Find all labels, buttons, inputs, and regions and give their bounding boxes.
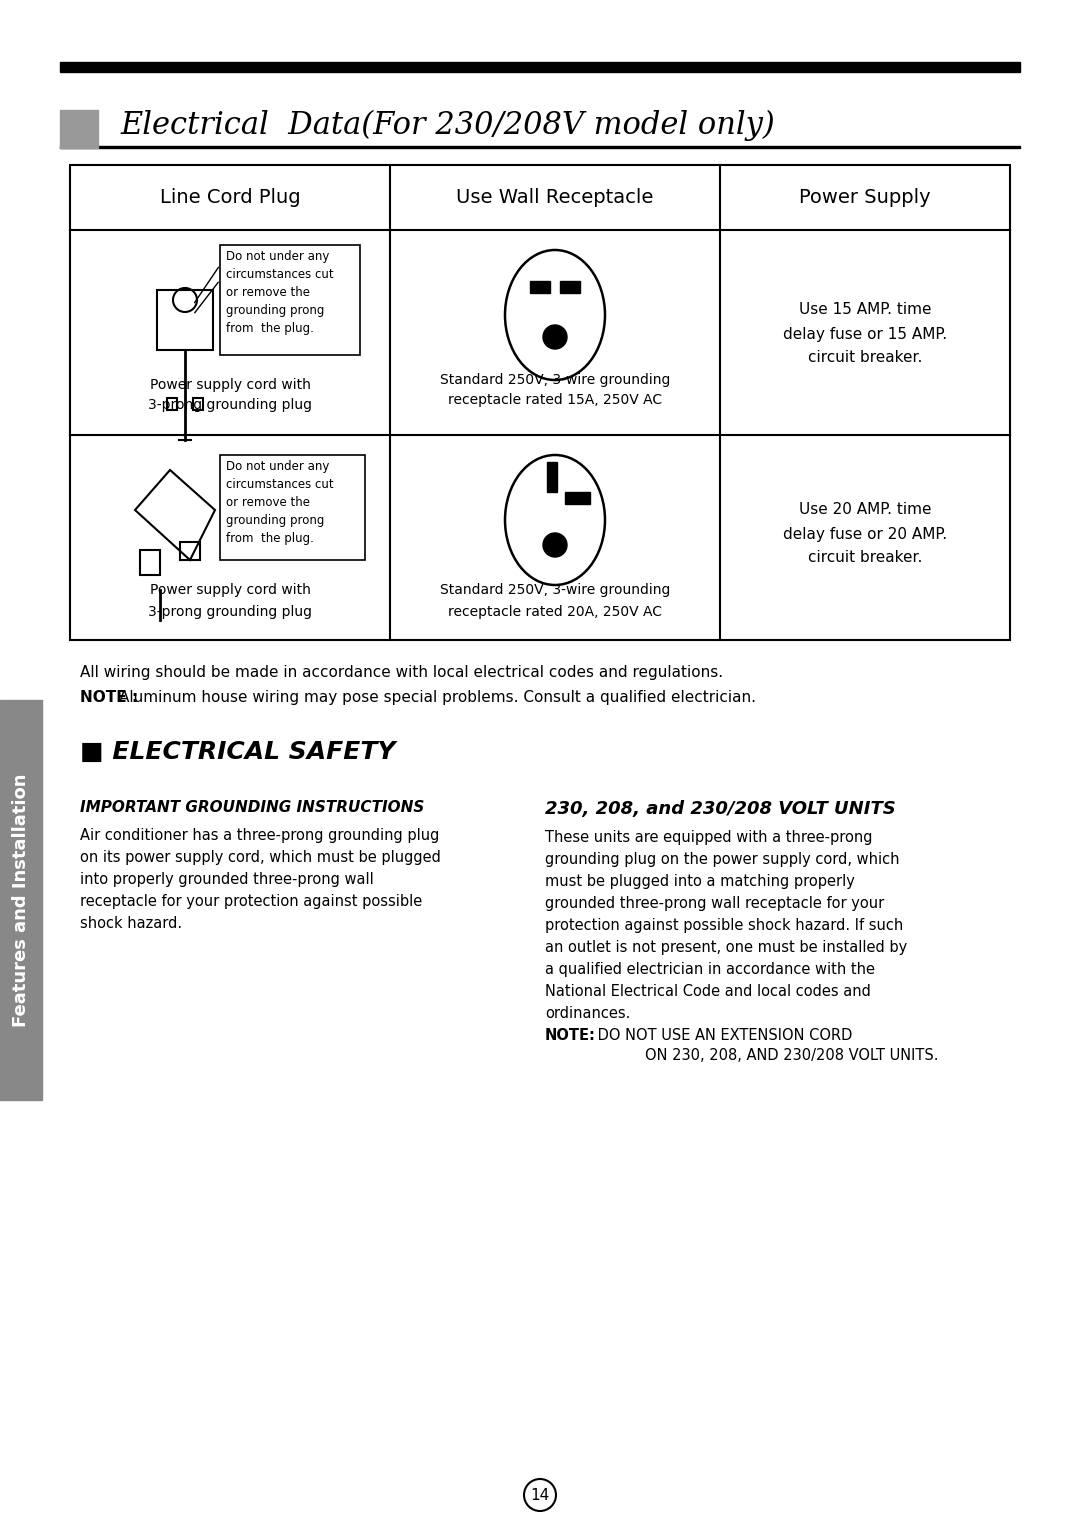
Text: 3-prong grounding plug: 3-prong grounding plug (148, 605, 312, 620)
Text: Do not under any
circumstances cut
or remove the
grounding prong
from  the plug.: Do not under any circumstances cut or re… (226, 251, 334, 336)
Text: delay fuse or 15 AMP.: delay fuse or 15 AMP. (783, 328, 947, 342)
Bar (546, 462, 557, 492)
Text: grounded three-prong wall receptacle for your: grounded three-prong wall receptacle for… (545, 896, 885, 911)
Bar (0, 700, 42, 1100)
Text: protection against possible shock hazard. If such: protection against possible shock hazard… (545, 917, 903, 933)
Text: grounding plug on the power supply cord, which: grounding plug on the power supply cord,… (545, 852, 900, 867)
Text: an outlet is not present, one must be installed by: an outlet is not present, one must be in… (545, 940, 907, 955)
Bar (530, 281, 550, 293)
Text: Do not under any
circumstances cut
or remove the
grounding prong
from  the plug.: Do not under any circumstances cut or re… (226, 460, 334, 545)
Text: on its power supply cord, which must be plugged: on its power supply cord, which must be … (80, 851, 441, 864)
Bar (70, 166, 1010, 639)
Text: Features and Installation: Features and Installation (12, 773, 30, 1027)
Text: ■ ELECTRICAL SAFETY: ■ ELECTRICAL SAFETY (80, 740, 395, 764)
Text: Standard 250V, 3-wire grounding: Standard 250V, 3-wire grounding (440, 583, 671, 597)
Text: ordinances.: ordinances. (545, 1006, 631, 1021)
Bar (561, 281, 580, 293)
Text: Air conditioner has a three-prong grounding plug: Air conditioner has a three-prong ground… (80, 828, 440, 843)
Text: These units are equipped with a three-prong: These units are equipped with a three-pr… (545, 829, 873, 845)
Text: delay fuse or 20 AMP.: delay fuse or 20 AMP. (783, 527, 947, 542)
Text: 3-prong grounding plug: 3-prong grounding plug (148, 398, 312, 412)
Text: Use 20 AMP. time: Use 20 AMP. time (799, 503, 931, 518)
Text: circuit breaker.: circuit breaker. (808, 550, 922, 565)
Text: 14: 14 (530, 1487, 550, 1502)
Text: circuit breaker.: circuit breaker. (808, 351, 922, 366)
Bar (60, 109, 98, 147)
Bar (180, 542, 200, 561)
Text: Aluminum house wiring may pose special problems. Consult a qualified electrician: Aluminum house wiring may pose special p… (80, 690, 756, 705)
FancyBboxPatch shape (220, 456, 365, 561)
Bar (60, 146, 1020, 147)
Text: a qualified electrician in accordance with the: a qualified electrician in accordance wi… (545, 962, 875, 977)
Text: Use Wall Receptacle: Use Wall Receptacle (457, 188, 653, 207)
Text: Power supply cord with: Power supply cord with (149, 583, 310, 597)
Text: National Electrical Code and local codes and: National Electrical Code and local codes… (545, 984, 870, 1000)
Bar (157, 290, 213, 349)
Text: Line Cord Plug: Line Cord Plug (160, 188, 300, 207)
Circle shape (524, 1480, 556, 1511)
Text: IMPORTANT GROUNDING INSTRUCTIONS: IMPORTANT GROUNDING INSTRUCTIONS (80, 801, 424, 816)
Text: ON 230, 208, AND 230/208 VOLT UNITS.: ON 230, 208, AND 230/208 VOLT UNITS. (645, 1048, 939, 1063)
Text: shock hazard.: shock hazard. (80, 916, 183, 931)
Text: must be plugged into a matching properly: must be plugged into a matching properly (545, 873, 855, 889)
Text: into properly grounded three-prong wall: into properly grounded three-prong wall (80, 872, 374, 887)
Circle shape (543, 533, 567, 557)
FancyBboxPatch shape (220, 245, 360, 355)
Bar (565, 492, 590, 504)
Bar (60, 62, 1020, 71)
Circle shape (543, 325, 567, 349)
Text: NOTE:: NOTE: (545, 1028, 596, 1044)
Text: Power supply cord with: Power supply cord with (149, 378, 310, 392)
Bar (140, 550, 160, 576)
Text: Use 15 AMP. time: Use 15 AMP. time (799, 302, 931, 317)
Text: 230, 208, and 230/208 VOLT UNITS: 230, 208, and 230/208 VOLT UNITS (545, 801, 895, 819)
Bar (167, 398, 177, 410)
Bar (193, 398, 203, 410)
Text: receptacle rated 15A, 250V AC: receptacle rated 15A, 250V AC (448, 393, 662, 407)
Text: All wiring should be made in accordance with local electrical codes and regulati: All wiring should be made in accordance … (80, 665, 724, 681)
Text: receptacle for your protection against possible: receptacle for your protection against p… (80, 895, 422, 908)
Text: Power Supply: Power Supply (799, 188, 931, 207)
Text: Electrical  Data(For 230/208V model only): Electrical Data(For 230/208V model only) (120, 109, 774, 141)
Text: receptacle rated 20A, 250V AC: receptacle rated 20A, 250V AC (448, 605, 662, 620)
Text: Standard 250V, 3-wire grounding: Standard 250V, 3-wire grounding (440, 374, 671, 387)
Text: NOTE :: NOTE : (80, 690, 138, 705)
Text: DO NOT USE AN EXTENSION CORD: DO NOT USE AN EXTENSION CORD (593, 1028, 852, 1044)
